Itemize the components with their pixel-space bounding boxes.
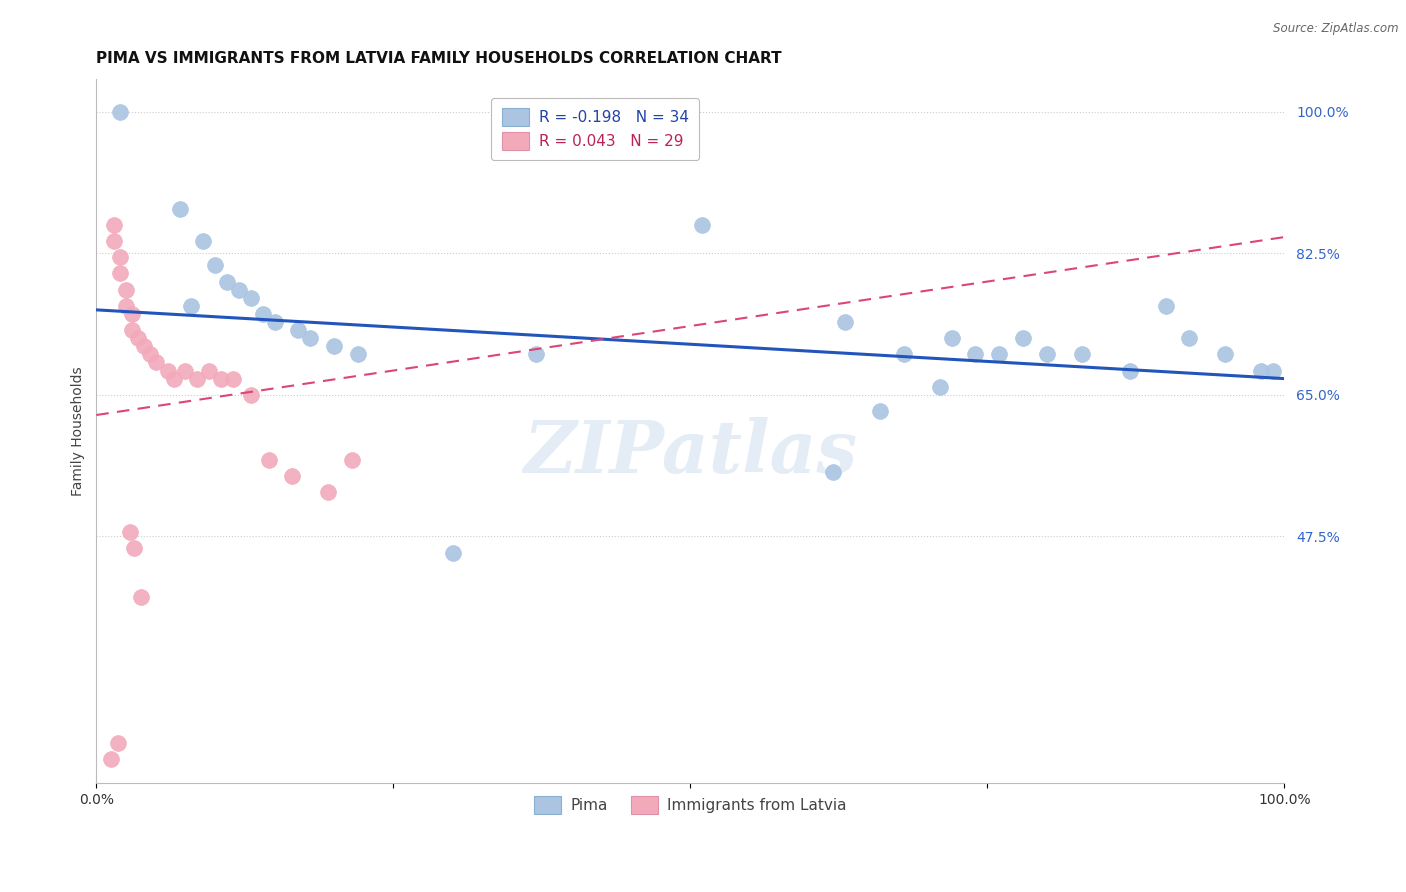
Point	[198, 363, 221, 377]
Point	[252, 307, 274, 321]
Point	[340, 452, 363, 467]
Point	[115, 299, 138, 313]
Point	[124, 541, 146, 556]
Point	[287, 323, 309, 337]
Point	[169, 202, 191, 216]
Point	[965, 347, 987, 361]
Point	[1213, 347, 1236, 361]
Text: PIMA VS IMMIGRANTS FROM LATVIA FAMILY HOUSEHOLDS CORRELATION CHART: PIMA VS IMMIGRANTS FROM LATVIA FAMILY HO…	[97, 51, 782, 66]
Point	[281, 468, 304, 483]
Point	[103, 234, 125, 248]
Point	[204, 259, 226, 273]
Point	[193, 234, 215, 248]
Point	[941, 331, 963, 345]
Point	[215, 275, 238, 289]
Point	[209, 371, 232, 385]
Point	[988, 347, 1011, 361]
Point	[1119, 363, 1142, 377]
Point	[139, 347, 162, 361]
Point	[132, 339, 155, 353]
Point	[299, 331, 322, 345]
Point	[239, 388, 262, 402]
Point	[162, 371, 184, 385]
Point	[1071, 347, 1094, 361]
Point	[1012, 331, 1035, 345]
Point	[1250, 363, 1272, 377]
Point	[145, 355, 167, 369]
Point	[108, 250, 131, 264]
Point	[131, 590, 153, 604]
Point	[1154, 299, 1177, 313]
Point	[115, 283, 138, 297]
Point	[263, 315, 285, 329]
Point	[1036, 347, 1059, 361]
Point	[107, 736, 129, 750]
Point	[928, 380, 950, 394]
Point	[156, 363, 179, 377]
Point	[834, 315, 856, 329]
Point	[257, 452, 280, 467]
Point	[100, 752, 122, 766]
Point	[346, 347, 368, 361]
Point	[127, 331, 149, 345]
Point	[690, 218, 713, 232]
Point	[524, 347, 547, 361]
Point	[1261, 363, 1284, 377]
Y-axis label: Family Households: Family Households	[72, 367, 86, 496]
Text: Source: ZipAtlas.com: Source: ZipAtlas.com	[1274, 22, 1399, 36]
Point	[103, 218, 125, 232]
Point	[121, 323, 143, 337]
Point	[893, 347, 915, 361]
Point	[108, 104, 131, 119]
Text: ZIPatlas: ZIPatlas	[523, 417, 858, 488]
Point	[1178, 331, 1201, 345]
Point	[441, 545, 464, 559]
Point	[174, 363, 197, 377]
Legend: Pima, Immigrants from Latvia: Pima, Immigrants from Latvia	[523, 786, 858, 825]
Point	[869, 404, 891, 418]
Point	[180, 299, 202, 313]
Point	[323, 339, 346, 353]
Point	[228, 283, 250, 297]
Point	[821, 465, 844, 479]
Point	[108, 267, 131, 281]
Point	[316, 484, 339, 499]
Point	[222, 371, 245, 385]
Point	[239, 291, 262, 305]
Point	[118, 525, 141, 540]
Point	[186, 371, 208, 385]
Point	[121, 307, 143, 321]
